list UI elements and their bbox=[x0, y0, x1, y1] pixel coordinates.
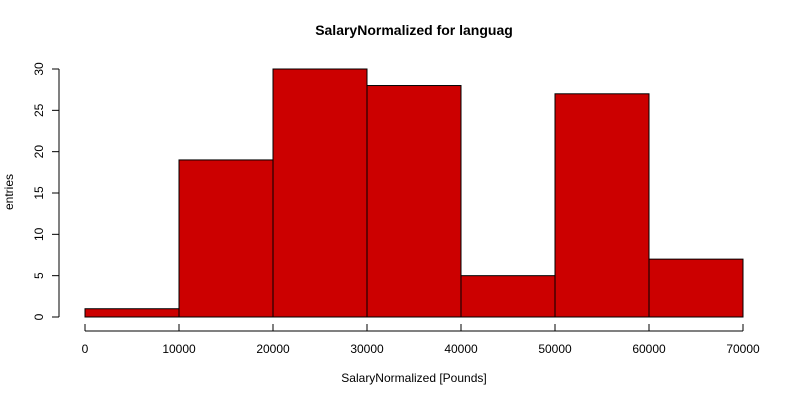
histogram-bar-6 bbox=[648, 258, 744, 318]
y-tick-label-2: 10 bbox=[32, 227, 46, 241]
x-tick-label-6: 60000 bbox=[632, 342, 666, 356]
histogram-bar-0 bbox=[84, 308, 180, 318]
x-axis-title: SalaryNormalized [Pounds] bbox=[341, 371, 486, 385]
histogram-bar-4 bbox=[460, 275, 556, 318]
x-tick-label-0: 0 bbox=[82, 342, 89, 356]
y-tick-label-4: 20 bbox=[32, 145, 46, 159]
y-axis: 0 5 10 15 20 25 30 bbox=[32, 62, 60, 320]
histogram-bar-3 bbox=[366, 85, 462, 318]
x-tick-label-3: 30000 bbox=[350, 342, 384, 356]
histogram-bar-5 bbox=[554, 93, 650, 318]
y-tick-label-3: 15 bbox=[32, 186, 46, 200]
chart-title: SalaryNormalized for languag bbox=[315, 22, 513, 38]
bars-group bbox=[84, 68, 744, 318]
histogram-bar-2 bbox=[272, 68, 368, 318]
x-tick-label-7: 70000 bbox=[726, 342, 760, 356]
histogram-bar-1 bbox=[178, 159, 274, 318]
y-tick-label-5: 25 bbox=[32, 103, 46, 117]
y-tick-label-6: 30 bbox=[32, 62, 46, 76]
y-tick-label-0: 0 bbox=[32, 313, 46, 320]
x-tick-label-4: 40000 bbox=[444, 342, 478, 356]
x-tick-label-1: 10000 bbox=[162, 342, 196, 356]
x-tick-label-2: 20000 bbox=[256, 342, 290, 356]
x-tick-label-5: 50000 bbox=[538, 342, 572, 356]
y-tick-label-1: 5 bbox=[32, 272, 46, 279]
y-axis-title: entries bbox=[2, 174, 16, 210]
x-axis: 0 10000 20000 30000 40000 50000 60000 70000 bbox=[82, 324, 760, 356]
